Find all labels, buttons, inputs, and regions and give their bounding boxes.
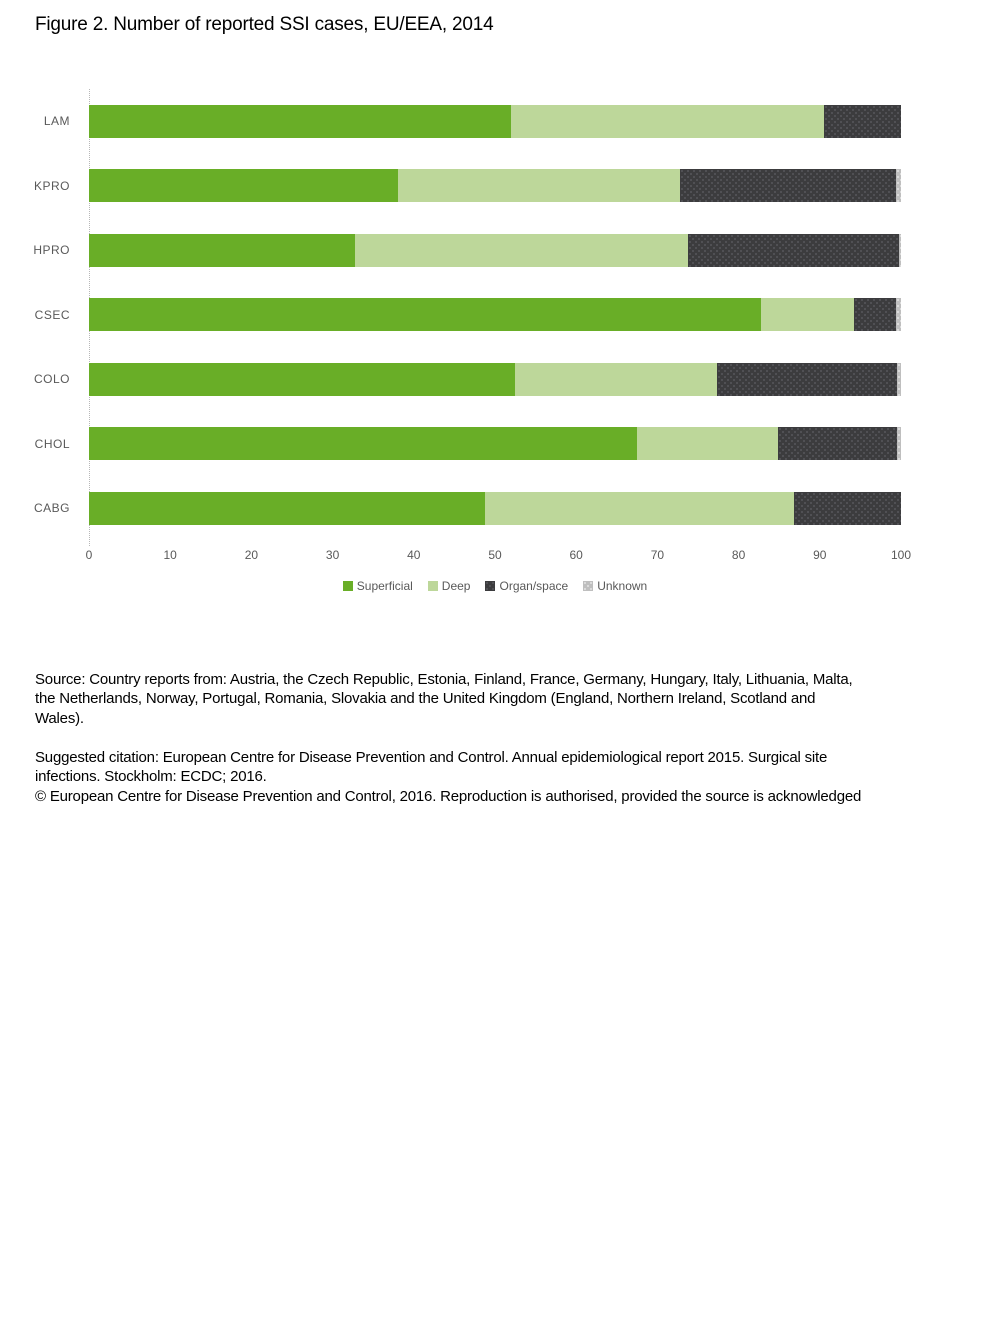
legend-swatch-organ-space bbox=[485, 580, 496, 591]
legend-label: Unknown bbox=[597, 578, 648, 593]
bar-track bbox=[89, 298, 901, 332]
bar-segment-superficial bbox=[89, 362, 516, 396]
bar-segment-unknown bbox=[898, 233, 901, 267]
bar-segment-organ-space bbox=[777, 427, 897, 461]
bar-row-lam: LAM bbox=[0, 89, 1008, 154]
citation-text: Suggested citation: European Centre for … bbox=[35, 749, 862, 805]
bar-row-hpro: HPRO bbox=[0, 218, 1008, 283]
x-tick-label: 30 bbox=[325, 547, 340, 562]
legend-item-unknown: Unknown bbox=[583, 579, 647, 593]
plot-rows: LAM KPRO HPRO CSEC COLO CHOL CABG bbox=[0, 89, 1008, 541]
ssi-cases-stacked-bar-chart: LAM KPRO HPRO CSEC COLO CHOL CABG 0 10 20 30 40 50 6… bbox=[0, 89, 1008, 593]
legend-item-deep: Deep bbox=[427, 578, 471, 593]
x-tick-label: 40 bbox=[407, 547, 421, 562]
bar-segment-organ-space bbox=[717, 362, 897, 396]
bar-segment-superficial bbox=[89, 491, 486, 525]
legend-item-organ-space: Organ/space bbox=[485, 579, 568, 593]
bar-row-kpro: KPRO bbox=[0, 154, 1008, 219]
bar-segment-unknown bbox=[896, 298, 901, 332]
legend-swatch-unknown bbox=[583, 580, 594, 591]
bar-segment-superficial bbox=[89, 233, 356, 267]
bar-track bbox=[89, 233, 901, 267]
bar-segment-superficial bbox=[89, 298, 762, 332]
x-tick-label: 10 bbox=[163, 547, 177, 562]
bar-segment-deep bbox=[515, 362, 718, 396]
x-tick-label: 100 bbox=[890, 547, 912, 562]
bar-segment-unknown bbox=[896, 169, 901, 203]
x-tick-label: 90 bbox=[813, 547, 827, 562]
plot-area: LAM KPRO HPRO CSEC COLO CHOL CABG bbox=[0, 89, 1008, 546]
bar-segment-deep bbox=[511, 104, 824, 138]
x-tick-label: 60 bbox=[569, 547, 583, 562]
category-label: HPRO bbox=[33, 243, 70, 258]
bar-track bbox=[89, 491, 901, 525]
bar-segment-unknown bbox=[896, 362, 901, 396]
bar-segment-superficial bbox=[89, 169, 398, 203]
category-label: COLO bbox=[33, 372, 70, 387]
bar-row-cabg: CABG bbox=[0, 476, 1008, 541]
bar-segment-unknown bbox=[896, 427, 901, 461]
bar-segment-organ-space bbox=[793, 491, 901, 525]
bar-segment-superficial bbox=[89, 427, 638, 461]
bar-track bbox=[89, 104, 901, 138]
bar-segment-deep bbox=[761, 298, 854, 332]
bar-segment-deep bbox=[485, 491, 794, 525]
bar-segment-organ-space bbox=[823, 104, 901, 138]
legend-label: Organ/space bbox=[499, 578, 569, 593]
bar-track bbox=[89, 362, 901, 396]
x-tick-label: 20 bbox=[244, 547, 259, 562]
category-label: CABG bbox=[33, 501, 70, 516]
source-text: Source: Country reports from: Austria, t… bbox=[35, 671, 853, 727]
bar-segment-deep bbox=[355, 233, 689, 267]
bar-segment-superficial bbox=[89, 104, 512, 138]
legend-label: Deep bbox=[441, 578, 471, 593]
x-tick-label: 70 bbox=[650, 547, 665, 562]
x-tick-label: 50 bbox=[488, 547, 502, 562]
x-tick-label: 80 bbox=[731, 547, 746, 562]
bar-segment-organ-space bbox=[853, 298, 897, 332]
category-label: LAM bbox=[43, 114, 70, 129]
chart-legend: Superficial Deep Organ/space Unknown bbox=[89, 579, 901, 593]
bar-row-csec: CSEC bbox=[0, 283, 1008, 348]
bar-row-colo: COLO bbox=[0, 347, 1008, 412]
bar-segment-organ-space bbox=[680, 169, 897, 203]
bar-segment-deep bbox=[397, 169, 681, 203]
bar-segment-deep bbox=[637, 427, 778, 461]
category-label: KPRO bbox=[33, 178, 70, 193]
x-axis: 0 10 20 30 40 50 60 70 80 90 100 bbox=[85, 547, 911, 564]
legend-label: Superficial bbox=[356, 578, 413, 593]
category-label: CHOL bbox=[34, 436, 70, 451]
legend-swatch-deep bbox=[427, 580, 438, 591]
bar-row-chol: CHOL bbox=[0, 412, 1008, 477]
x-tick-label: 0 bbox=[85, 547, 93, 562]
figure-title: Figure 2. Number of reported SSI cases, … bbox=[35, 14, 494, 35]
bar-track bbox=[89, 169, 901, 203]
bar-track bbox=[89, 427, 901, 461]
bar-segment-organ-space bbox=[688, 233, 899, 267]
legend-swatch-superficial bbox=[342, 580, 353, 591]
legend-item-superficial: Superficial bbox=[342, 578, 413, 593]
category-label: CSEC bbox=[34, 307, 70, 322]
